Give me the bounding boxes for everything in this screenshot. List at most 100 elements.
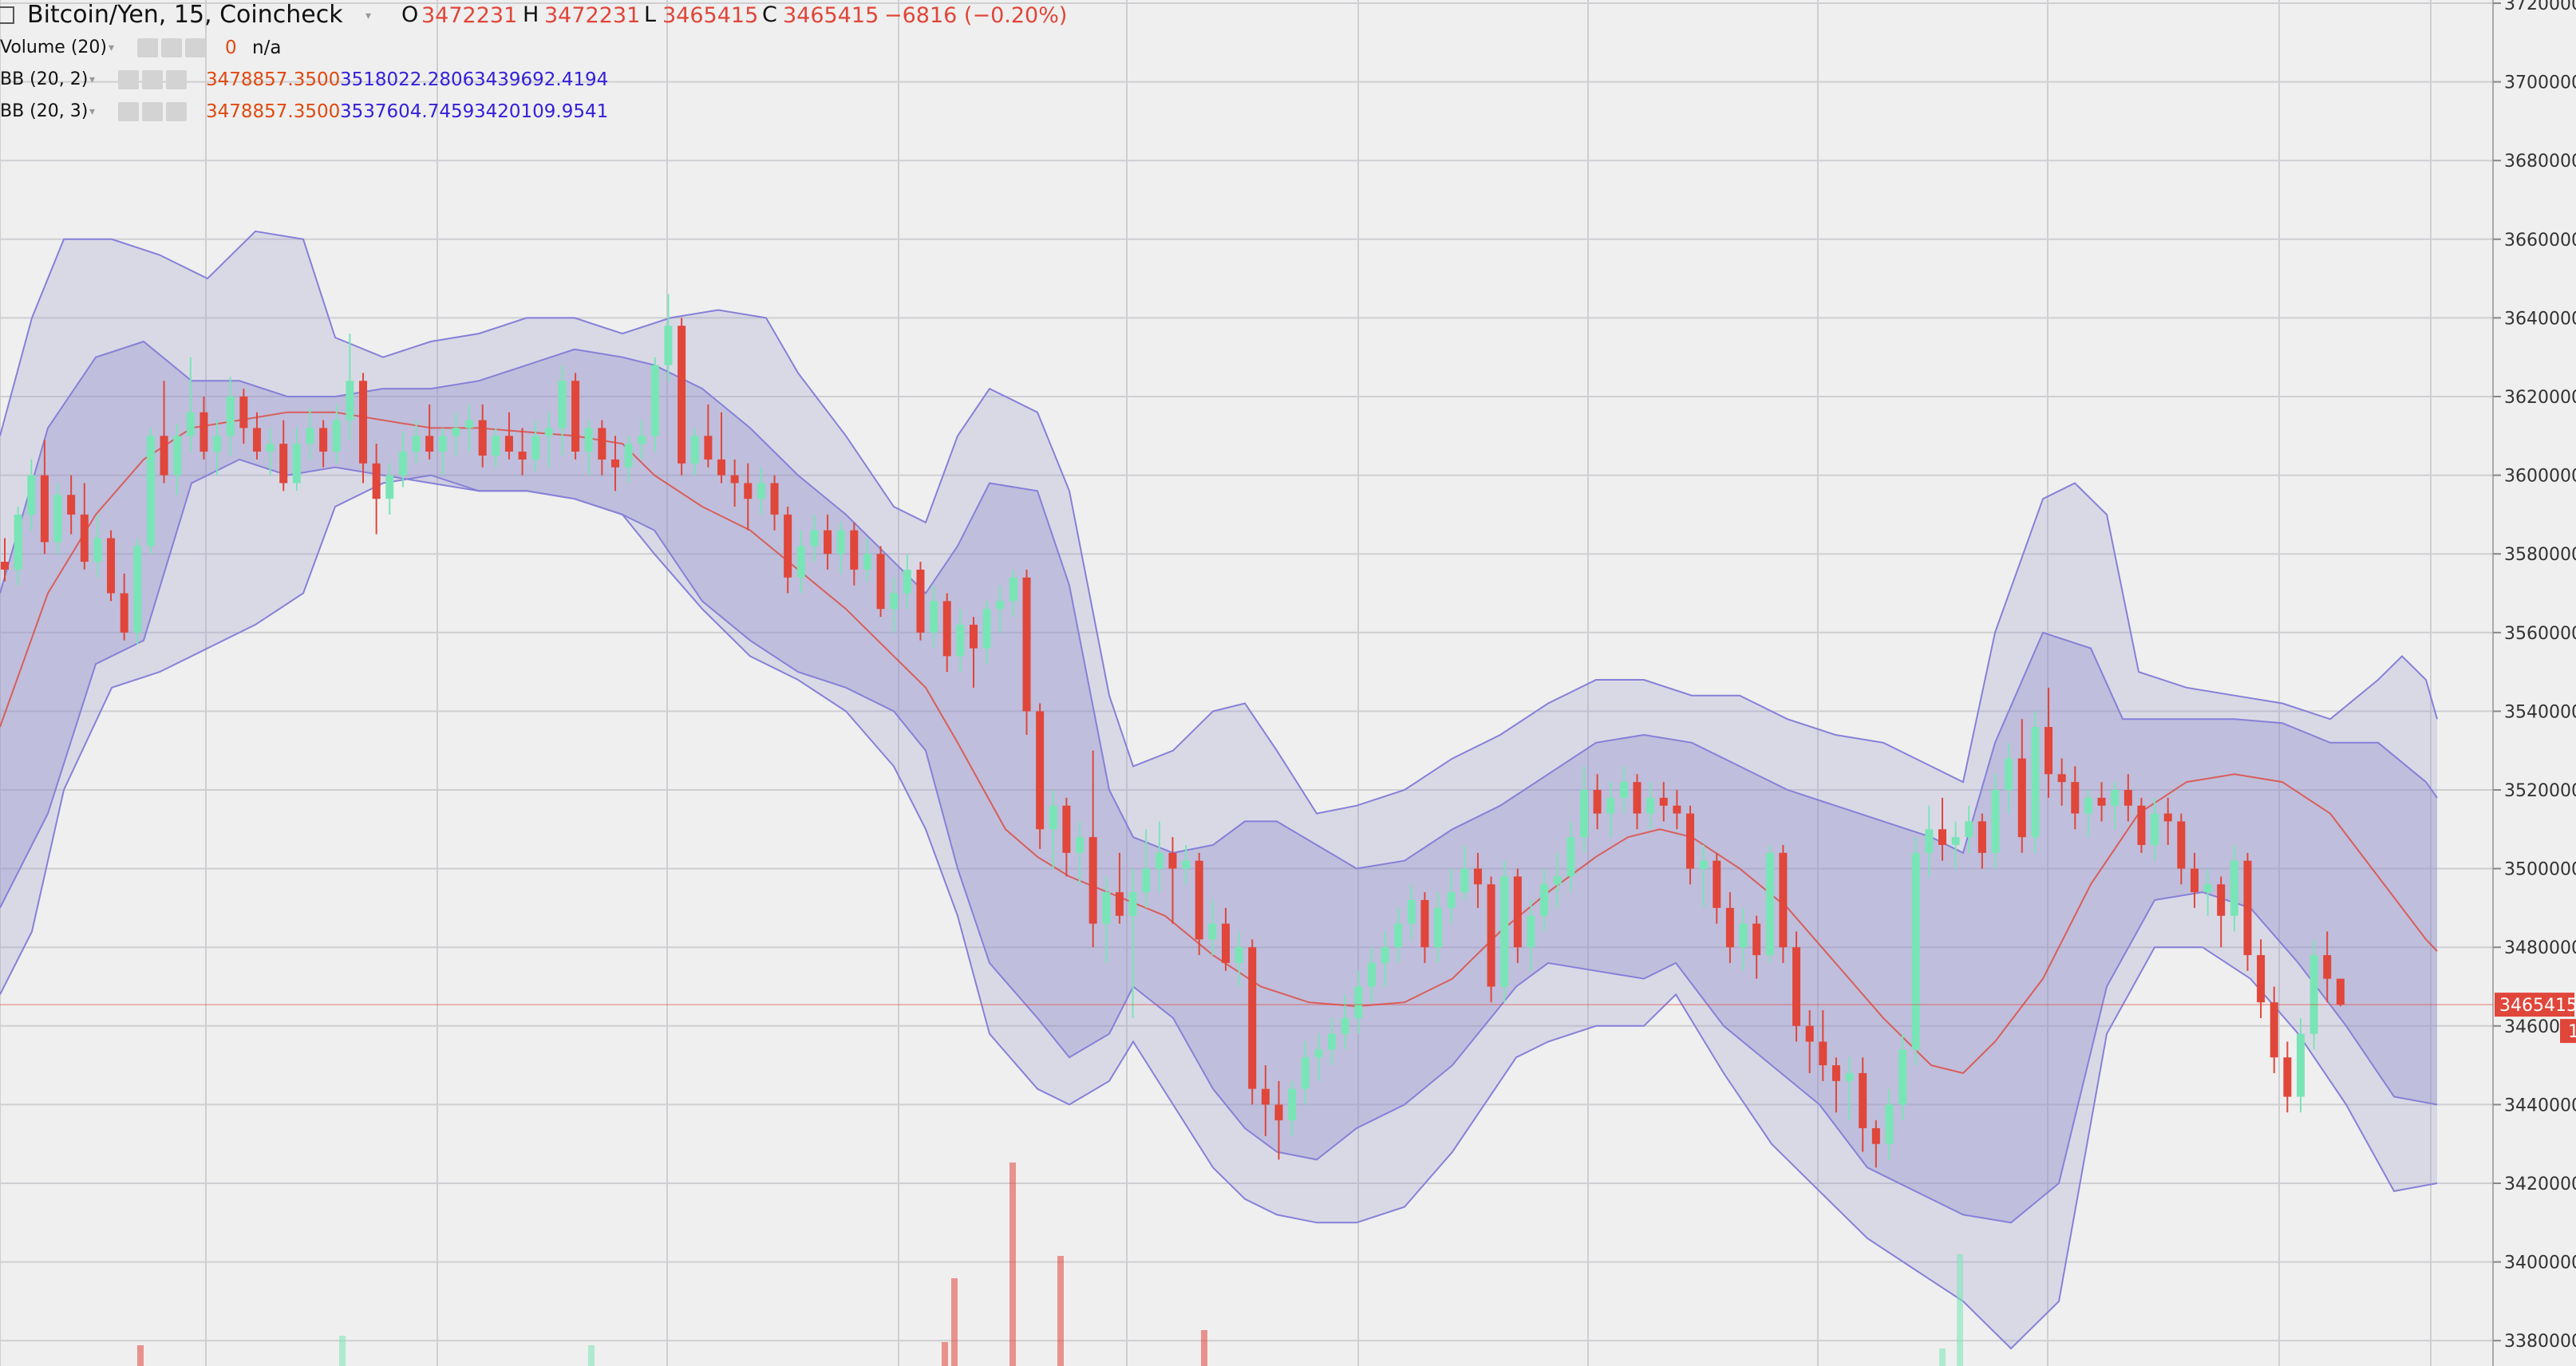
candle	[107, 530, 116, 602]
candle	[1686, 805, 1695, 885]
candle	[1102, 876, 1111, 963]
candle	[1155, 821, 1164, 893]
symbol-title[interactable]: Bitcoin/Yen, 15, Coincheck	[27, 1, 343, 29]
candle-body	[1513, 876, 1522, 948]
chevron-down-icon[interactable]: ▾	[89, 73, 96, 86]
candle-body	[1328, 1033, 1336, 1050]
candle-body	[2257, 955, 2266, 1003]
grid	[0, 0, 2493, 1366]
close-icon[interactable]	[185, 38, 206, 57]
candle-body	[1049, 805, 1057, 830]
candle-body	[226, 397, 235, 436]
eye-icon[interactable]	[137, 38, 158, 57]
candle-body	[704, 436, 713, 460]
bb-basis-line	[0, 411, 2438, 1075]
candle-body	[1076, 837, 1085, 853]
candle	[1579, 766, 1588, 853]
candle-body	[1407, 900, 1416, 924]
candle	[1367, 947, 1376, 1003]
candle	[306, 408, 314, 460]
candle-body	[1805, 1025, 1814, 1042]
candle-body	[1394, 923, 1403, 948]
close-icon[interactable]	[166, 102, 187, 121]
candle	[650, 357, 659, 452]
eye-icon[interactable]	[118, 102, 139, 121]
candle	[2217, 876, 2226, 948]
indicator-name[interactable]: Volume (20)	[0, 38, 107, 57]
candle-body	[1659, 797, 1668, 806]
candle	[1, 538, 9, 582]
candle-body	[1354, 986, 1363, 1018]
candle-body	[1606, 797, 1615, 814]
price-tick-label: 3720000	[2504, 0, 2576, 14]
candle-body	[558, 381, 567, 428]
candle	[1248, 939, 1257, 1105]
candle-body	[492, 436, 500, 456]
candle-body	[982, 609, 991, 649]
candle-body	[2084, 797, 2092, 814]
candle	[1871, 1120, 1880, 1168]
candle-body	[1831, 1065, 1840, 1081]
candle	[1381, 931, 1389, 987]
candle	[385, 463, 394, 515]
candle-body	[1261, 1088, 1270, 1105]
candle-body	[2323, 955, 2332, 979]
candle	[744, 463, 753, 531]
candle-body	[1022, 577, 1031, 712]
candle	[544, 412, 553, 468]
indicator-name[interactable]: BB (20, 3)	[0, 101, 89, 121]
candle	[1619, 766, 1628, 814]
eye-icon[interactable]	[118, 70, 139, 89]
candle	[1128, 868, 1137, 1018]
collapse-icon[interactable]	[0, 6, 14, 24]
ohlc-label-close: C	[762, 2, 777, 27]
candle-body	[730, 475, 739, 484]
chevron-down-icon[interactable]: ▾	[109, 41, 115, 54]
candle	[2177, 813, 2186, 885]
candle	[1911, 837, 1920, 1066]
candle-body	[1925, 829, 1934, 853]
candle	[1062, 797, 1071, 877]
candle	[504, 412, 513, 460]
candle-body	[1248, 947, 1257, 1089]
chevron-down-icon[interactable]: ▾	[365, 10, 372, 22]
candle	[1500, 860, 1509, 1003]
chevron-down-icon[interactable]: ▾	[89, 105, 96, 118]
candle-body	[2336, 978, 2345, 1005]
candle-body	[1579, 790, 1588, 838]
gear-icon[interactable]	[142, 102, 163, 121]
candle-body	[27, 475, 36, 515]
price-axis-background	[2493, 0, 2576, 1366]
gear-icon[interactable]	[142, 70, 163, 89]
candle	[1314, 1033, 1323, 1081]
indicator-name[interactable]: BB (20, 2)	[0, 69, 89, 89]
candle	[1142, 829, 1151, 908]
price-tick-label: 3580000	[2504, 545, 2576, 565]
candle-body	[1593, 790, 1602, 814]
candle-body	[2111, 790, 2120, 806]
candle-body	[1182, 860, 1191, 869]
candle-body	[478, 420, 487, 456]
candle-body	[200, 412, 208, 452]
close-icon[interactable]	[166, 70, 187, 89]
candle-body	[1699, 860, 1708, 869]
candle	[239, 389, 248, 444]
last-price-tag	[2495, 993, 2574, 1017]
candle	[120, 573, 128, 641]
candle	[1341, 994, 1349, 1050]
candle-body	[279, 444, 288, 484]
candle-body	[53, 495, 62, 543]
gear-icon[interactable]	[161, 38, 182, 57]
candle	[133, 538, 142, 645]
candle	[2137, 797, 2146, 853]
candle	[1088, 750, 1097, 948]
candle	[930, 585, 938, 649]
candle-body	[67, 495, 76, 515]
candle	[1898, 1033, 1907, 1121]
candle	[160, 381, 168, 484]
candle-body	[598, 428, 606, 460]
candle-body	[890, 593, 899, 610]
candle	[1805, 1010, 1814, 1073]
